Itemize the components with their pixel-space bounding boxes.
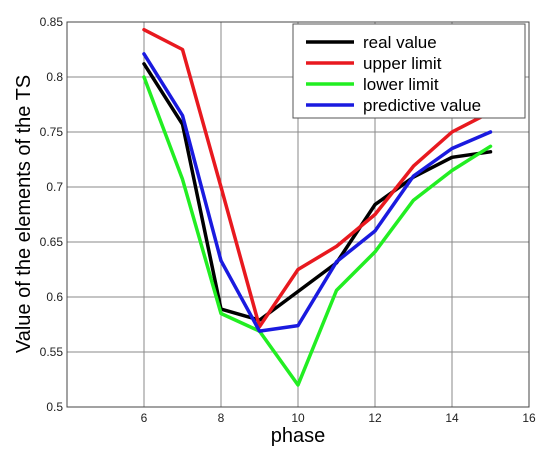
x-tick-label: 8 <box>218 411 225 425</box>
legend-label-upper-limit: upper limit <box>363 54 442 73</box>
legend: real value upper limit lower limit predicti… <box>292 23 526 119</box>
tick-labels: 6 8 10 12 14 16 0.5 0.55 0.6 0.65 0.7 0.75 0.8 0.85 <box>40 15 536 425</box>
y-tick-label: 0.75 <box>40 125 64 139</box>
series-lines <box>142 27 493 387</box>
plot-frame <box>66 21 530 408</box>
y-tick-label: 0.5 <box>46 400 63 414</box>
legend-items: real value upper limit lower limit predicti… <box>306 33 481 115</box>
series-line-real-value <box>142 62 493 322</box>
y-tick-label: 0.8 <box>46 70 63 84</box>
series-line-predictive-value <box>142 52 493 333</box>
y-tick-label: 0.6 <box>46 290 63 304</box>
y-tick-label: 0.7 <box>46 180 63 194</box>
x-tick-label: 10 <box>291 411 305 425</box>
legend-label-real-value: real value <box>363 33 437 52</box>
x-tick-label: 16 <box>522 411 536 425</box>
y-tick-label: 0.55 <box>40 345 64 359</box>
legend-label-predictive-value: predictive value <box>363 96 481 115</box>
y-tick-label: 0.65 <box>40 235 64 249</box>
y-axis-title: Value of the elements of the TS <box>13 75 35 353</box>
x-tick-label: 6 <box>141 411 148 425</box>
series-line-lower-limit <box>142 75 493 387</box>
series-line-upper-limit <box>142 27 493 329</box>
legend-label-lower-limit: lower limit <box>363 75 439 94</box>
x-tick-label: 14 <box>445 411 459 425</box>
x-axis-title: phase <box>271 425 326 447</box>
x-tick-label: 12 <box>368 411 382 425</box>
y-tick-label: 0.85 <box>40 15 64 29</box>
legend-box <box>292 23 526 119</box>
